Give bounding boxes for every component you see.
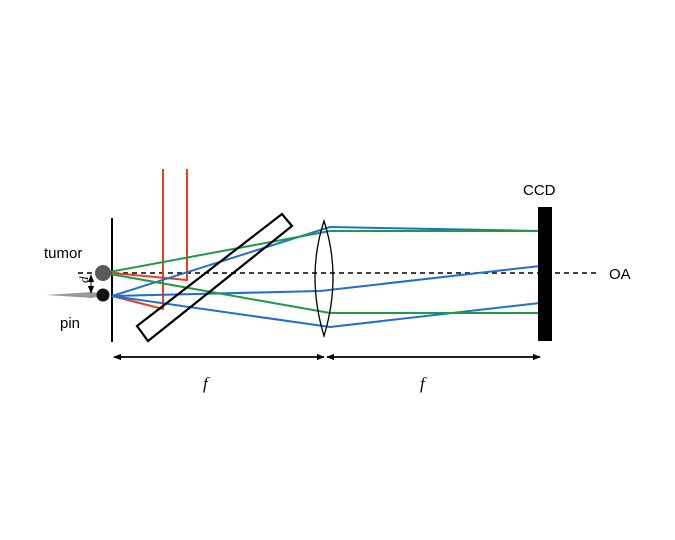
focal-length-label-right: f [420,374,427,393]
ccd-sensor [538,207,552,341]
beam-splitter-plate [135,212,294,343]
pin-dot [96,288,110,302]
d-label: d [76,276,91,283]
pin-label: pin [60,315,80,332]
oa-label: OA [609,266,631,283]
lens [314,218,334,339]
focal-length-label-left: f [203,374,210,393]
pin-needle [46,292,104,298]
tumor-dot [95,265,111,281]
tumor-label: tumor [44,245,82,262]
red-illumination-beams [111,169,188,311]
ccd-label: CCD [523,182,556,199]
blue-rays [111,225,541,329]
